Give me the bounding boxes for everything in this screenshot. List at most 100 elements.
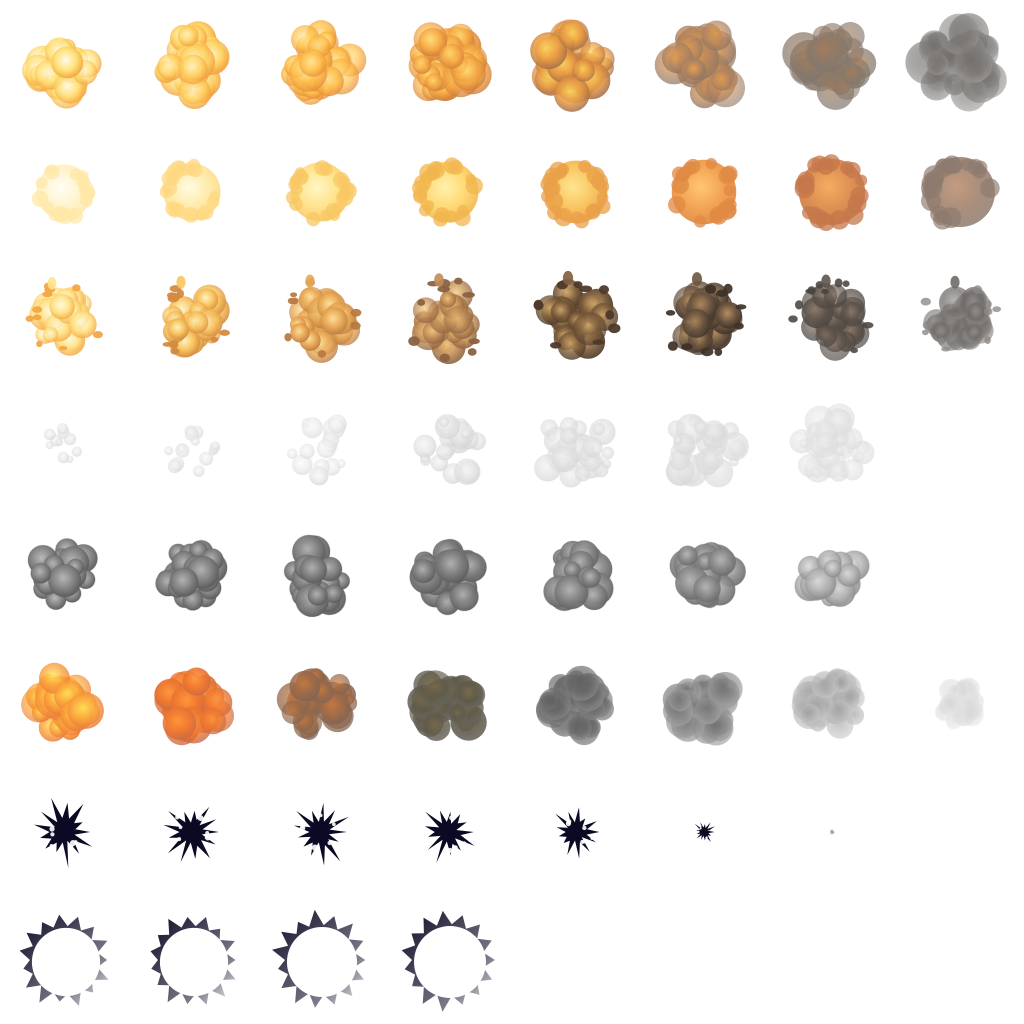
gray-smoke-sprite-7 xyxy=(794,549,870,608)
white-smoke-sprite-1 xyxy=(43,423,83,464)
fire-to-smoke-sprite-6 xyxy=(662,671,743,746)
dark-splat-sprite-7 xyxy=(829,828,836,836)
flash-ball-frame-8 xyxy=(896,128,1024,256)
flash-ball-sprite-2 xyxy=(159,158,221,223)
white-smoke-sprite-3 xyxy=(286,414,347,486)
dark-splat-frame-6 xyxy=(640,768,768,896)
fireball-burst-sprite-5 xyxy=(530,19,615,112)
flash-ball-sprite-4 xyxy=(412,157,483,227)
dark-splat-sprite-5 xyxy=(555,807,600,859)
fire-to-smoke-frame-5 xyxy=(512,640,640,768)
fireball-burst-frame-6 xyxy=(640,0,768,128)
debris-explosion-sprite-1 xyxy=(25,276,104,356)
dark-splat-sprite-2 xyxy=(163,806,219,863)
white-smoke-frame-7 xyxy=(768,384,896,512)
gray-smoke-sprite-1 xyxy=(27,537,98,611)
fire-to-smoke-sprite-4 xyxy=(407,670,487,742)
white-smoke-frame-5 xyxy=(512,384,640,512)
fire-to-smoke-frame-3 xyxy=(256,640,384,768)
fire-to-smoke-frame-4 xyxy=(384,640,512,768)
debris-explosion-frame-3 xyxy=(256,256,384,384)
white-smoke-sprite-7 xyxy=(789,403,875,483)
fireball-burst-frame-7 xyxy=(768,0,896,128)
flash-ball-sprite-8 xyxy=(920,155,1000,230)
gray-smoke-sprite-4 xyxy=(409,538,488,616)
white-smoke-frame-3 xyxy=(256,384,384,512)
fireball-burst-frame-5 xyxy=(512,0,640,128)
flash-ball-frame-7 xyxy=(768,128,896,256)
dark-splat-frame-7 xyxy=(768,768,896,896)
shockwave-ring-sprite-1 xyxy=(19,914,109,1006)
fireball-burst-frame-2 xyxy=(128,0,256,128)
fireball-burst-sprite-3 xyxy=(281,20,367,105)
flash-ball-sprite-1 xyxy=(31,164,96,225)
shockwave-ring-frame-2 xyxy=(128,896,256,1024)
fire-to-smoke-frame-7 xyxy=(768,640,896,768)
white-smoke-frame-2 xyxy=(128,384,256,512)
shockwave-ring-frame-4 xyxy=(384,896,512,1024)
gray-smoke-frame-1 xyxy=(0,512,128,640)
debris-explosion-frame-1 xyxy=(0,256,128,384)
dark-splat-frame-5 xyxy=(512,768,640,896)
white-smoke-frame-6 xyxy=(640,384,768,512)
fireball-burst-frame-3 xyxy=(256,0,384,128)
flash-ball-frame-2 xyxy=(128,128,256,256)
fireball-burst-frame-8 xyxy=(896,0,1024,128)
dark-splat-sprite-6 xyxy=(694,822,715,843)
gray-smoke-sprite-2 xyxy=(155,539,228,611)
fireball-burst-sprite-4 xyxy=(408,22,492,102)
fireball-burst-frame-4 xyxy=(384,0,512,128)
flash-ball-frame-5 xyxy=(512,128,640,256)
debris-explosion-frame-7 xyxy=(768,256,896,384)
dark-splat-sprite-1 xyxy=(33,797,93,868)
dark-splat-frame-4 xyxy=(384,768,512,896)
white-smoke-frame-4 xyxy=(384,384,512,512)
gray-smoke-frame-7 xyxy=(768,512,896,640)
white-smoke-frame-1 xyxy=(0,384,128,512)
dark-splat-sprite-4 xyxy=(424,810,475,863)
fireball-burst-sprite-6 xyxy=(654,20,746,109)
gray-smoke-frame-2 xyxy=(128,512,256,640)
flash-ball-frame-4 xyxy=(384,128,512,256)
debris-explosion-sprite-3 xyxy=(284,274,362,363)
flash-ball-sprite-6 xyxy=(668,157,738,228)
fireball-burst-frame-1 xyxy=(0,0,128,128)
dark-splat-frame-1 xyxy=(0,768,128,896)
debris-explosion-sprite-7 xyxy=(788,274,874,361)
debris-explosion-sprite-5 xyxy=(533,270,621,360)
gray-smoke-frame-6 xyxy=(640,512,768,640)
shockwave-ring-sprite-4 xyxy=(401,910,495,1012)
dark-splat-frame-3 xyxy=(256,768,384,896)
flash-ball-frame-6 xyxy=(640,128,768,256)
dark-splat-sprite-3 xyxy=(293,802,349,866)
shockwave-ring-frame-3 xyxy=(256,896,384,1024)
shockwave-ring-frame-1 xyxy=(0,896,128,1024)
gray-smoke-frame-4 xyxy=(384,512,512,640)
white-smoke-sprite-2 xyxy=(163,425,220,477)
gray-smoke-sprite-3 xyxy=(283,534,351,618)
fire-to-smoke-frame-8 xyxy=(896,640,1024,768)
fire-to-smoke-sprite-3 xyxy=(276,668,358,740)
debris-explosion-sprite-2 xyxy=(162,275,230,358)
flash-ball-frame-1 xyxy=(0,128,128,256)
debris-explosion-frame-2 xyxy=(128,256,256,384)
fireball-burst-sprite-7 xyxy=(782,22,877,110)
debris-explosion-frame-5 xyxy=(512,256,640,384)
flash-ball-sprite-7 xyxy=(794,154,869,232)
gray-smoke-frame-3 xyxy=(256,512,384,640)
white-smoke-sprite-6 xyxy=(665,413,749,488)
debris-explosion-frame-4 xyxy=(384,256,512,384)
fire-to-smoke-frame-1 xyxy=(0,640,128,768)
debris-explosion-sprite-6 xyxy=(665,272,747,357)
fire-to-smoke-sprite-1 xyxy=(21,662,104,742)
fireball-burst-sprite-8 xyxy=(905,13,1007,112)
fireball-burst-sprite-2 xyxy=(154,21,230,110)
flash-ball-sprite-5 xyxy=(540,159,611,229)
fire-to-smoke-frame-2 xyxy=(128,640,256,768)
fire-to-smoke-sprite-2 xyxy=(154,667,235,746)
gray-smoke-frame-5 xyxy=(512,512,640,640)
gray-smoke-sprite-6 xyxy=(669,541,747,609)
white-smoke-sprite-4 xyxy=(413,413,486,485)
dark-splat-frame-2 xyxy=(128,768,256,896)
